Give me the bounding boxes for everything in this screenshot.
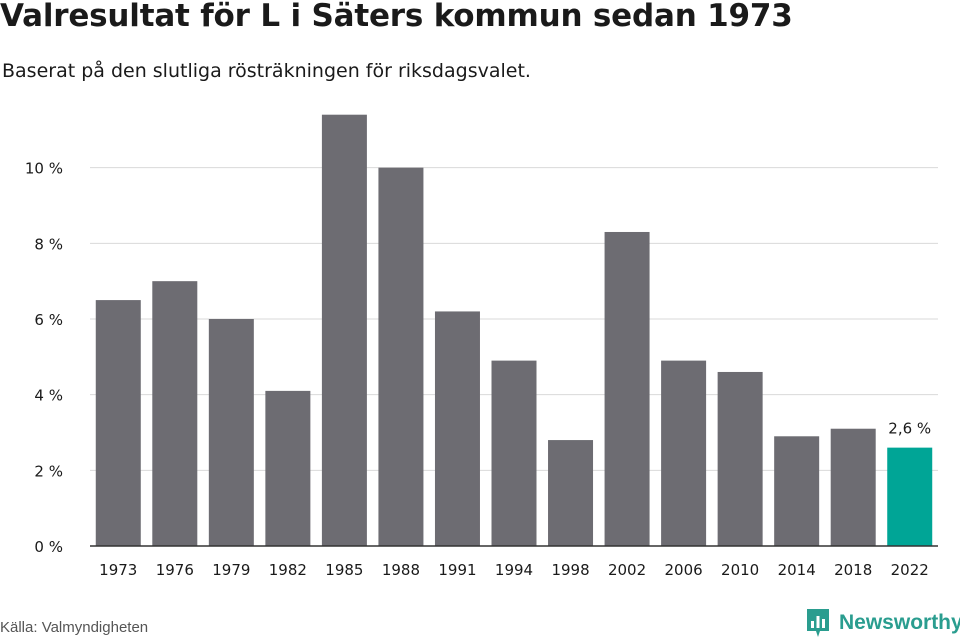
chart-title: Valresultat för L i Säters kommun sedan … — [0, 0, 793, 34]
bar — [604, 231, 650, 546]
newsworthy-logo-icon — [807, 609, 829, 637]
bar — [152, 281, 198, 546]
x-tick-label: 1982 — [269, 561, 307, 579]
y-tick-label: 0 % — [34, 538, 63, 556]
y-tick-label: 10 % — [25, 160, 63, 178]
x-tick-label: 2018 — [834, 561, 872, 579]
source-note: Källa: Valmyndigheten — [0, 619, 149, 636]
brand-name: Newsworthy — [839, 611, 960, 634]
y-tick-label: 8 % — [34, 235, 63, 253]
bar — [208, 319, 254, 546]
x-tick-label: 1998 — [551, 561, 589, 579]
x-tick-label: 2002 — [608, 561, 646, 579]
x-tick-label: 1988 — [382, 561, 420, 579]
bar — [717, 371, 763, 546]
bar — [95, 300, 141, 546]
y-tick-label: 6 % — [34, 311, 63, 329]
x-tick-label: 1985 — [325, 561, 363, 579]
bar — [548, 440, 594, 546]
x-tick-label: 2014 — [778, 561, 816, 579]
bar — [661, 360, 707, 546]
bar — [887, 447, 933, 546]
bar — [774, 436, 820, 546]
bar — [434, 311, 480, 546]
y-tick-label: 4 % — [34, 387, 63, 405]
y-tick-label: 2 % — [34, 462, 63, 480]
bar — [378, 167, 424, 546]
x-tick-label: 1994 — [495, 561, 533, 579]
bar — [321, 114, 367, 546]
bar — [830, 428, 876, 546]
x-tick-label: 1973 — [99, 561, 137, 579]
data-label: 2,6 % — [888, 420, 931, 438]
x-tick-label: 2010 — [721, 561, 759, 579]
chart-subtitle: Baserat på den slutliga rösträkningen fö… — [2, 60, 531, 82]
brand-logo: Newsworthy — [805, 607, 960, 639]
x-tick-label: 2022 — [891, 561, 929, 579]
x-tick-label: 1979 — [212, 561, 250, 579]
x-tick-label: 1976 — [156, 561, 194, 579]
bar — [265, 390, 311, 546]
x-tick-label: 2006 — [665, 561, 703, 579]
bar-chart: 0 % 2 % 4 % 6 % 8 % 10 % 1973 1976 1979 1982 1985 1… — [25, 114, 938, 579]
x-tick-label: 1991 — [438, 561, 476, 579]
bar — [491, 360, 537, 546]
